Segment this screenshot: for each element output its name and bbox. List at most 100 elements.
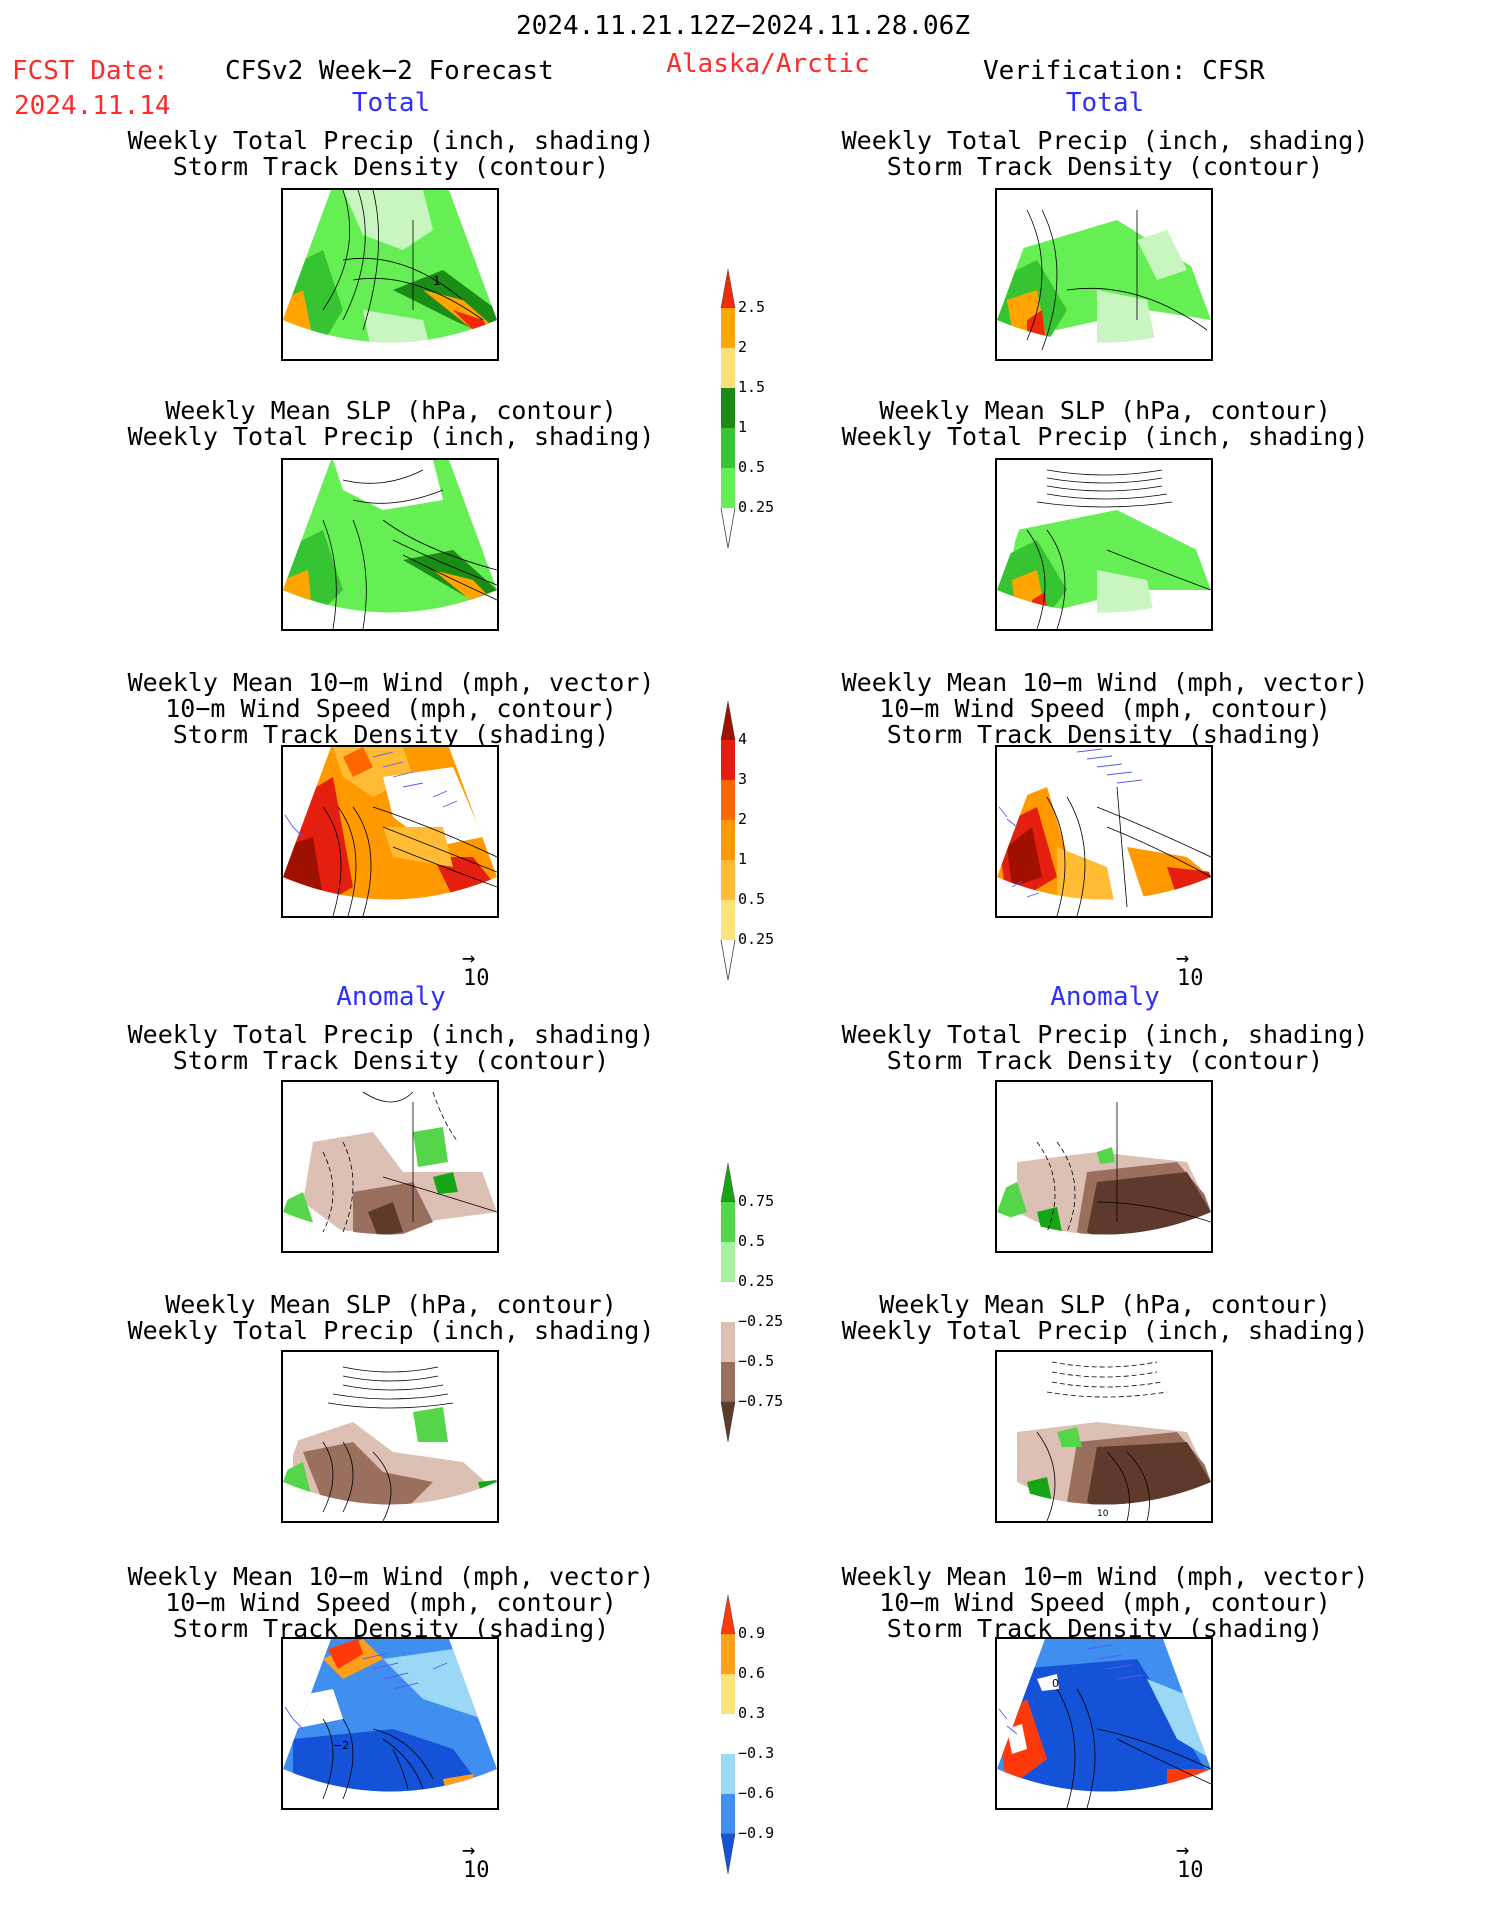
colorbar-tick-label: −0.75 xyxy=(738,1392,784,1410)
colorbar-tick-label: −0.25 xyxy=(738,1312,784,1330)
panel-title: Weekly Mean SLP (hPa, contour) Weekly Tot… xyxy=(841,396,1369,451)
colorbar-tick-label: 0.5 xyxy=(738,458,766,476)
map-fcst-total-wind xyxy=(281,745,499,918)
colorbar-bottom-cap xyxy=(720,1401,736,1443)
colorbar-segment xyxy=(721,1242,735,1282)
contour-label: −2 xyxy=(333,1739,349,1752)
contour-label: 10 xyxy=(1097,1509,1109,1519)
section-total-right: Total xyxy=(1065,88,1145,118)
colorbar-storm-total: 4 3 2 1 0.5 0.25 xyxy=(720,700,800,986)
colorbar-tick-label: 1 xyxy=(738,850,748,868)
panel-title: Weekly Mean 10−m Wind (mph, vector) 10−m … xyxy=(127,1562,655,1643)
verification-title: Verification: CFSR xyxy=(983,56,1265,86)
model-title: CFSv2 Week−2 Forecast xyxy=(225,56,554,86)
colorbar-top-cap xyxy=(720,1594,736,1635)
vector-ref-label: 10 xyxy=(463,966,490,991)
panel-title: Weekly Total Precip (inch, shading) Storm… xyxy=(841,1020,1369,1075)
region-title: Alaska/Arctic xyxy=(666,49,870,79)
section-anomaly-right: Anomaly xyxy=(1050,982,1160,1012)
vector-ref-arrow: → xyxy=(1176,1838,1190,1863)
panel-title: Weekly Mean 10−m Wind (mph, vector) 10−m … xyxy=(127,668,655,749)
colorbar-graphic xyxy=(720,1162,736,1443)
colorbar-top-cap xyxy=(720,268,736,309)
colorbar-segment xyxy=(721,1362,735,1402)
forecast-period: 2024.11.21.12Z−2024.11.28.06Z xyxy=(516,11,970,41)
colorbar-segment xyxy=(721,740,735,780)
panel-title: Weekly Mean SLP (hPa, contour) Weekly Tot… xyxy=(127,396,655,451)
colorbar-segment xyxy=(721,900,735,940)
colorbar-graphic xyxy=(720,268,736,549)
colorbar-bottom-cap xyxy=(720,507,736,549)
colorbar-tick-label: −0.5 xyxy=(738,1352,775,1370)
colorbar-precip-total: 2.5 2 1.5 1 0.5 0.25 xyxy=(720,268,800,554)
colorbar-graphic xyxy=(720,1594,736,1875)
colorbar-tick-label: 0.6 xyxy=(738,1664,766,1682)
map-fcst-anom-wind: −2 xyxy=(281,1637,499,1810)
colorbar-tick-label: 1 xyxy=(738,418,748,436)
colorbar-bottom-cap xyxy=(720,1833,736,1875)
vector-ref-arrow: → xyxy=(1176,946,1190,971)
colorbar-segment xyxy=(721,1322,735,1362)
colorbar-segment xyxy=(721,1282,735,1322)
panel-title: Weekly Total Precip (inch, shading) Storm… xyxy=(127,126,655,181)
map-verif-anom-precip xyxy=(995,1080,1213,1253)
colorbar-segment xyxy=(721,780,735,820)
panel-title: Weekly Total Precip (inch, shading) Storm… xyxy=(127,1020,655,1075)
colorbar-segment xyxy=(721,428,735,468)
colorbar-segment xyxy=(721,1674,735,1714)
map-verif-total-slp xyxy=(995,458,1213,631)
vector-ref-label: 10 xyxy=(463,1858,490,1883)
contour-label: 1 xyxy=(433,274,441,288)
colorbar-segment xyxy=(721,1754,735,1794)
fcst-date-label: FCST Date: xyxy=(12,56,169,86)
colorbar-segment xyxy=(721,468,735,508)
vector-ref-label: 10 xyxy=(1177,966,1204,991)
colorbar-tick-label: −0.6 xyxy=(738,1784,775,1802)
panel-title: Weekly Mean SLP (hPa, contour) Weekly Tot… xyxy=(127,1290,655,1345)
section-total-left: Total xyxy=(351,88,431,118)
colorbar-graphic xyxy=(720,700,736,981)
colorbar-segment xyxy=(721,1634,735,1674)
colorbar-tick-label: 0.25 xyxy=(738,930,775,948)
colorbar-bottom-cap xyxy=(720,939,736,981)
map-verif-anom-wind: 0 xyxy=(995,1637,1213,1810)
colorbar-segment xyxy=(721,820,735,860)
colorbar-tick-label: 0.5 xyxy=(738,1232,766,1250)
vector-ref-arrow: → xyxy=(462,946,476,971)
colorbar-segment xyxy=(721,388,735,428)
colorbar-storm-anomaly: 0.9 0.6 0.3 −0.3 −0.6 −0.9 xyxy=(720,1594,800,1880)
colorbar-segment xyxy=(721,1794,735,1834)
panel-title: Weekly Mean 10−m Wind (mph, vector) 10−m … xyxy=(841,668,1369,749)
panel-title: Weekly Total Precip (inch, shading) Storm… xyxy=(841,126,1369,181)
colorbar-segment xyxy=(721,308,735,348)
map-fcst-total-slp xyxy=(281,458,499,631)
fcst-date-value: 2024.11.14 xyxy=(14,91,171,121)
colorbar-tick-label: 0.25 xyxy=(738,1272,775,1290)
colorbar-tick-label: 0.75 xyxy=(738,1192,775,1210)
colorbar-tick-label: 0.25 xyxy=(738,498,775,516)
colorbar-segment xyxy=(721,860,735,900)
colorbar-tick-label: 0.3 xyxy=(738,1704,766,1722)
map-verif-total-wind xyxy=(995,745,1213,918)
vector-ref-label: 10 xyxy=(1177,1858,1204,1883)
colorbar-tick-label: 2 xyxy=(738,338,748,356)
map-fcst-total-precip: 1 xyxy=(281,188,499,361)
colorbar-segment xyxy=(721,348,735,388)
colorbar-precip-anomaly: 0.75 0.5 0.25 −0.25 −0.5 −0.75 xyxy=(720,1162,800,1448)
vector-ref-arrow: → xyxy=(462,1838,476,1863)
colorbar-tick-label: 2.5 xyxy=(738,298,766,316)
colorbar-tick-label: 0.5 xyxy=(738,890,766,908)
colorbar-tick-label: 2 xyxy=(738,810,748,828)
colorbar-segment xyxy=(721,1714,735,1754)
colorbar-tick-label: 3 xyxy=(738,770,748,788)
colorbar-tick-label: 1.5 xyxy=(738,378,766,396)
colorbar-segment xyxy=(721,1202,735,1242)
map-verif-total-precip xyxy=(995,188,1213,361)
panel-title: Weekly Mean 10−m Wind (mph, vector) 10−m … xyxy=(841,1562,1369,1643)
colorbar-tick-label: −0.3 xyxy=(738,1744,775,1762)
map-fcst-anom-precip xyxy=(281,1080,499,1253)
colorbar-top-cap xyxy=(720,700,736,741)
colorbar-tick-label: 4 xyxy=(738,730,748,748)
map-verif-anom-slp: 10 xyxy=(995,1350,1213,1523)
colorbar-tick-label: 0.9 xyxy=(738,1624,766,1642)
